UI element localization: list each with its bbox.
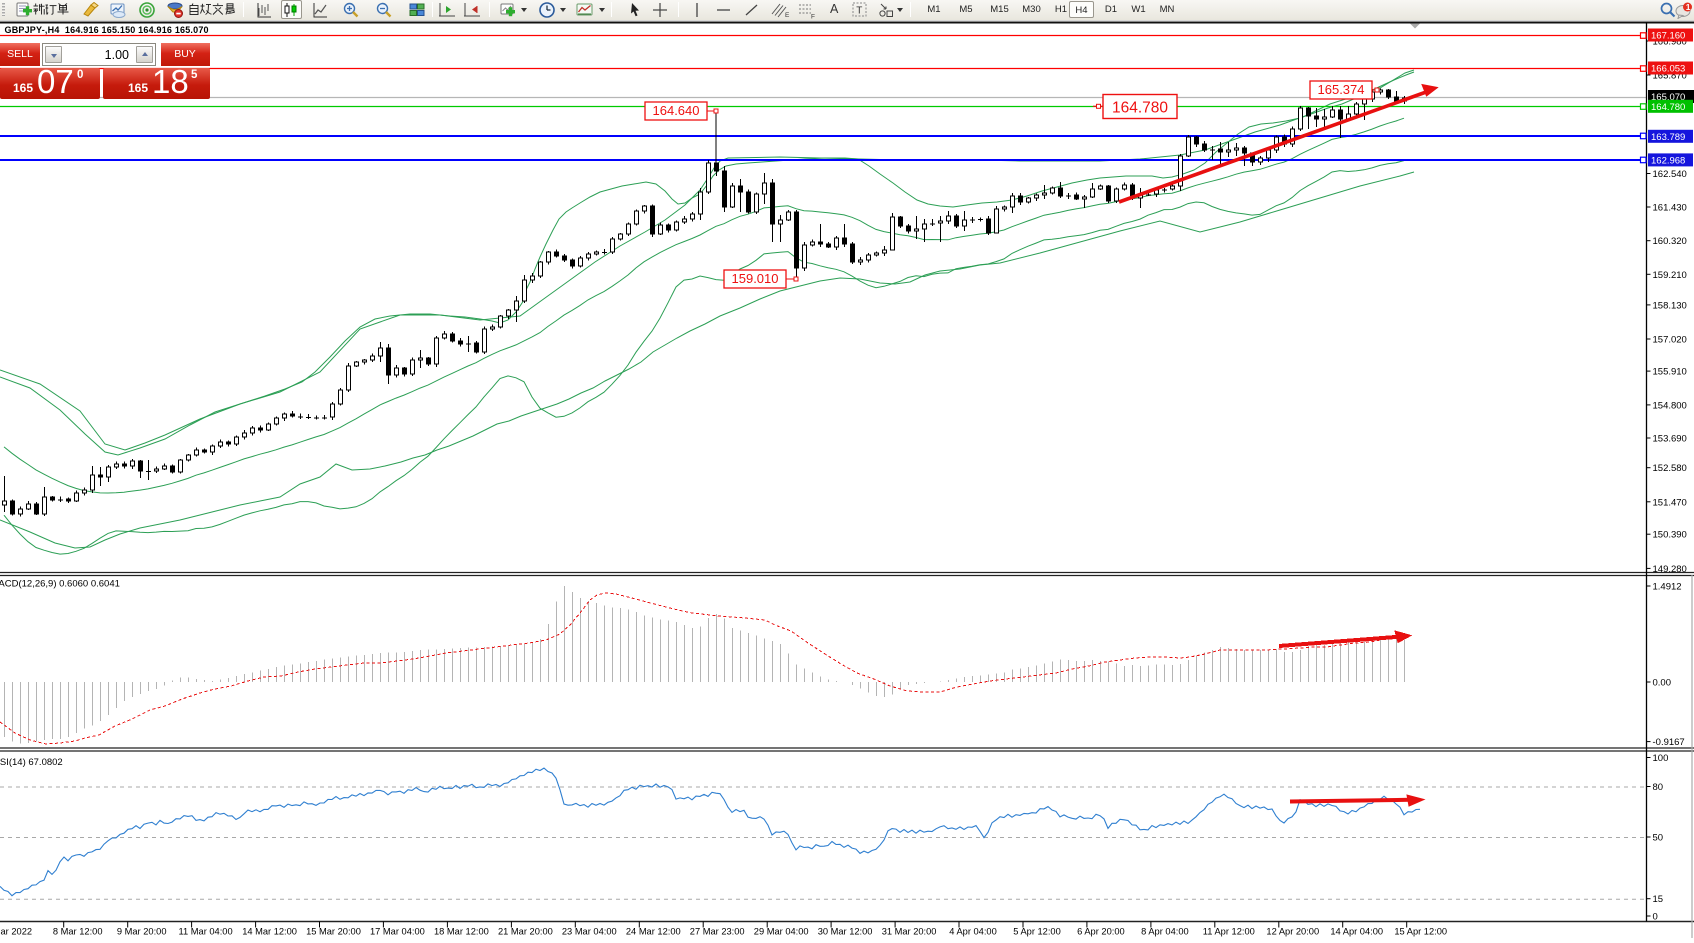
svg-text:164.640: 164.640: [653, 103, 700, 118]
svg-text:12 Apr 20:00: 12 Apr 20:00: [1266, 927, 1319, 937]
svg-text:0.00: 0.00: [1653, 678, 1672, 689]
svg-text:150.390: 150.390: [1653, 530, 1687, 541]
svg-text:24 Mar 12:00: 24 Mar 12:00: [626, 927, 681, 937]
svg-text:152.580: 152.580: [1653, 463, 1687, 474]
svg-text:F: F: [811, 13, 815, 19]
svg-text:159.010: 159.010: [732, 271, 779, 286]
svg-text:0: 0: [1653, 912, 1658, 923]
svg-text:11 Mar 04:00: 11 Mar 04:00: [179, 927, 233, 937]
svg-text:GBPJPY-,H4 164.916 165.150 16: GBPJPY-,H4 164.916 165.150 164.916 165.0…: [5, 25, 209, 35]
svg-text:158.130: 158.130: [1653, 300, 1687, 311]
svg-text:6 Apr 20:00: 6 Apr 20:00: [1077, 927, 1125, 937]
svg-text:31 Mar 20:00: 31 Mar 20:00: [882, 927, 937, 937]
svg-text:5 Apr 12:00: 5 Apr 12:00: [1013, 927, 1061, 937]
svg-text:MACD(12,26,9) 0.6060 0.6041: MACD(12,26,9) 0.6060 0.6041: [0, 579, 120, 590]
svg-text:100: 100: [1653, 753, 1669, 764]
svg-text:151.470: 151.470: [1653, 497, 1687, 508]
svg-text:4 Apr 04:00: 4 Apr 04:00: [949, 927, 997, 937]
svg-text:162.540: 162.540: [1653, 169, 1687, 180]
svg-text:161.430: 161.430: [1653, 203, 1687, 214]
svg-text:164.780: 164.780: [1651, 102, 1685, 113]
svg-text:166.053: 166.053: [1651, 64, 1685, 75]
svg-text:1.4912: 1.4912: [1653, 582, 1682, 593]
svg-text:27 Mar 23:00: 27 Mar 23:00: [690, 927, 745, 937]
svg-text:18 Mar 12:00: 18 Mar 12:00: [434, 927, 489, 937]
svg-text:167.160: 167.160: [1651, 31, 1685, 42]
svg-text:17 Mar 04:00: 17 Mar 04:00: [370, 927, 425, 937]
svg-text:149.280: 149.280: [1653, 564, 1687, 575]
svg-text:14 Apr 04:00: 14 Apr 04:00: [1330, 927, 1383, 937]
svg-text:RSI(14) 67.0802: RSI(14) 67.0802: [0, 757, 63, 768]
svg-text:80: 80: [1653, 782, 1664, 793]
svg-text:11 Apr 12:00: 11 Apr 12:00: [1203, 927, 1255, 937]
svg-text:8 Apr 04:00: 8 Apr 04:00: [1141, 927, 1189, 937]
svg-text:E: E: [785, 12, 790, 19]
svg-text:9 Mar 20:00: 9 Mar 20:00: [117, 927, 167, 937]
svg-text:153.690: 153.690: [1653, 434, 1687, 445]
svg-text:162.968: 162.968: [1651, 155, 1685, 166]
svg-text:7 Mar 2022: 7 Mar 2022: [0, 927, 32, 937]
svg-text:23 Mar 04:00: 23 Mar 04:00: [562, 927, 617, 937]
svg-text:164.780: 164.780: [1112, 100, 1168, 117]
svg-text:-0.9167: -0.9167: [1653, 737, 1685, 748]
svg-text:21 Mar 20:00: 21 Mar 20:00: [498, 927, 553, 937]
svg-text:29 Mar 04:00: 29 Mar 04:00: [754, 927, 809, 937]
svg-text:157.020: 157.020: [1653, 335, 1687, 346]
svg-text:165.374: 165.374: [1318, 82, 1365, 97]
svg-text:155.910: 155.910: [1653, 367, 1687, 378]
svg-text:1: 1: [1686, 2, 1691, 12]
svg-text:159.210: 159.210: [1653, 270, 1687, 281]
svg-text:30 Mar 12:00: 30 Mar 12:00: [818, 927, 873, 937]
svg-text:15 Apr 12:00: 15 Apr 12:00: [1394, 927, 1447, 937]
svg-text:15: 15: [1653, 894, 1664, 905]
svg-text:14 Mar 12:00: 14 Mar 12:00: [242, 927, 297, 937]
svg-text:15 Mar 20:00: 15 Mar 20:00: [306, 927, 361, 937]
svg-text:50: 50: [1653, 833, 1664, 844]
svg-text:T: T: [856, 5, 862, 16]
svg-text:163.789: 163.789: [1651, 132, 1685, 143]
svg-text:154.800: 154.800: [1653, 400, 1687, 411]
svg-text:8 Mar 12:00: 8 Mar 12:00: [53, 927, 103, 937]
svg-text:160.320: 160.320: [1653, 236, 1687, 247]
